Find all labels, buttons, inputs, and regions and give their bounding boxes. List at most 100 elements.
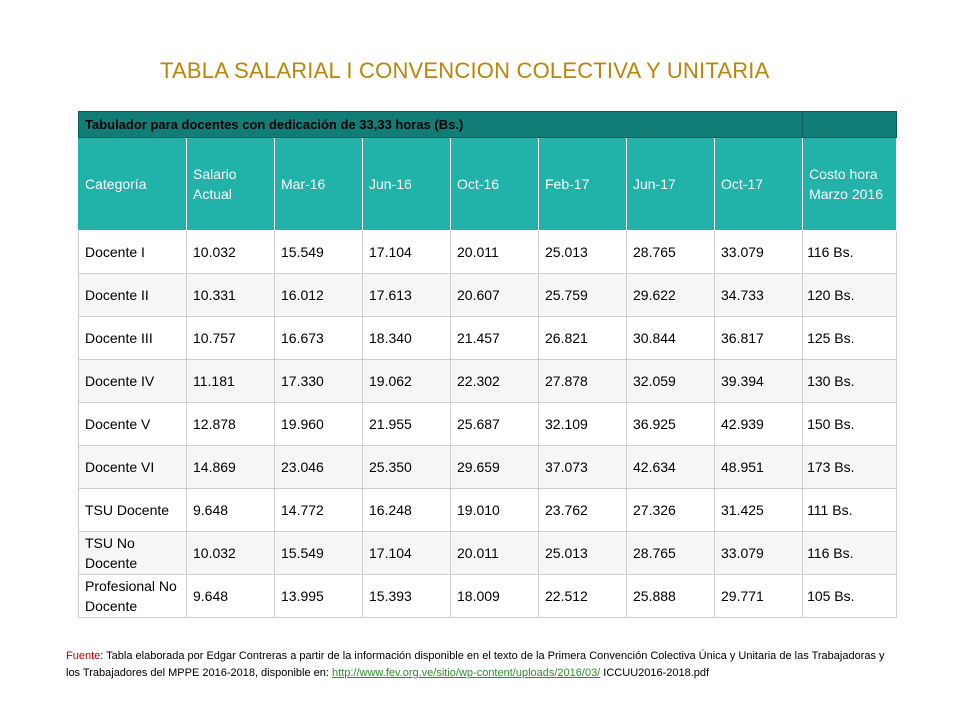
table-cell: 26.821 xyxy=(538,316,627,360)
table-cell: 9.648 xyxy=(186,574,275,618)
table-cell: 36.925 xyxy=(626,402,715,446)
column-header: Feb-17 xyxy=(538,137,627,231)
table-cell: 19.062 xyxy=(362,359,451,403)
table-cell: 31.425 xyxy=(713,488,804,532)
category-cell: Profesional No Docente xyxy=(78,574,187,618)
table-cell: 14.869 xyxy=(186,445,275,489)
table-cell: 19.010 xyxy=(450,488,539,532)
column-header: Costo hora Marzo 2016 xyxy=(802,137,898,231)
table-cell: 42.939 xyxy=(713,402,804,446)
source-text: : Tabla elaborada por Edgar Contreras a … xyxy=(66,650,885,679)
source-suffix: ICCUU2016-2018.pdf xyxy=(600,667,710,679)
table-cell: 130 Bs. xyxy=(802,359,898,403)
table-cell: 15.393 xyxy=(362,574,451,618)
table-cell: 105 Bs. xyxy=(802,574,898,618)
slide-title: TABLA SALARIAL I CONVENCION COLECTIVA Y … xyxy=(160,58,770,83)
table-cell: 111 Bs. xyxy=(802,488,898,532)
table-cell: 16.673 xyxy=(274,316,363,360)
column-header: Categoría xyxy=(78,137,187,231)
table-cell: 16.248 xyxy=(362,488,451,532)
source-label: Fuente xyxy=(66,650,101,662)
table-cell: 116 Bs. xyxy=(802,230,898,274)
table-cell: 21.457 xyxy=(450,316,539,360)
table-cell: 18.340 xyxy=(362,316,451,360)
table-cell: 19.960 xyxy=(274,402,363,446)
table-cell: 25.759 xyxy=(538,273,627,317)
table-cell: 29.771 xyxy=(713,574,804,618)
column-header: Mar-16 xyxy=(274,137,363,231)
table-cell: 20.011 xyxy=(450,230,539,274)
table-caption-row: Tabulador para docentes con dedicación d… xyxy=(77,111,898,138)
table-cell: 10.331 xyxy=(186,273,275,317)
table-cell: 33.079 xyxy=(713,230,804,274)
table-cell: 48.951 xyxy=(713,445,804,489)
category-cell: TSU Docente xyxy=(78,488,187,532)
table-cell: 36.817 xyxy=(713,316,804,360)
table-row: TSU No Docente 10.032 15.549 17.104 20.011 25… xyxy=(78,531,898,575)
table-cell: 150 Bs. xyxy=(802,402,898,446)
category-cell: TSU No Docente xyxy=(78,531,187,575)
table-cell: 18.009 xyxy=(450,574,539,618)
table-cell: 28.765 xyxy=(626,230,715,274)
table-cell: 10.757 xyxy=(186,316,275,360)
table-cell: 39.394 xyxy=(713,359,804,403)
table-cell: 11.181 xyxy=(186,359,275,403)
source-note: Fuente: Tabla elaborada por Edgar Contre… xyxy=(66,648,896,682)
table-cell: 22.302 xyxy=(450,359,539,403)
table-row: Docente VI 14.869 23.046 25.350 29.659 37.073… xyxy=(78,445,898,489)
table-caption: Tabulador para docentes con dedicación d… xyxy=(77,111,804,138)
table-cell: 16.012 xyxy=(274,273,363,317)
table-cell: 33.079 xyxy=(713,531,804,575)
table-cell: 37.073 xyxy=(538,445,627,489)
category-cell: Docente VI xyxy=(78,445,187,489)
table-cell: 32.059 xyxy=(626,359,715,403)
table-cell: 32.109 xyxy=(538,402,627,446)
table-cell: 125 Bs. xyxy=(802,316,898,360)
table-row: TSU Docente 9.648 14.772 16.248 19.010 23.762… xyxy=(78,488,898,532)
table-cell: 21.955 xyxy=(362,402,451,446)
table-cell: 9.648 xyxy=(186,488,275,532)
table-cell: 29.659 xyxy=(450,445,539,489)
table-cell: 25.013 xyxy=(538,230,627,274)
table-cell: 22.512 xyxy=(538,574,627,618)
column-header: Jun-17 xyxy=(626,137,715,231)
table-cell: 14.772 xyxy=(274,488,363,532)
table-cell: 17.330 xyxy=(274,359,363,403)
table-cell: 27.326 xyxy=(626,488,715,532)
table-cell: 17.104 xyxy=(362,531,451,575)
table-header-row: Categoría Salario Actual Mar-16 Jun-16 Oct-1… xyxy=(78,137,898,231)
category-cell: Docente III xyxy=(78,316,187,360)
table-cell: 116 Bs. xyxy=(802,531,898,575)
table-cell: 25.687 xyxy=(450,402,539,446)
table-cell: 29.622 xyxy=(626,273,715,317)
table-row: Profesional No Docente 9.648 13.995 15.393 1… xyxy=(78,574,898,618)
table-cell: 30.844 xyxy=(626,316,715,360)
table-cell: 25.888 xyxy=(626,574,715,618)
table-caption-empty-cell xyxy=(802,111,898,138)
table-row: Docente II 10.331 16.012 17.613 20.607 25.759… xyxy=(78,273,898,317)
table-cell: 34.733 xyxy=(713,273,804,317)
table-row: Docente III 10.757 16.673 18.340 21.457 26.82… xyxy=(78,316,898,360)
table-cell: 10.032 xyxy=(186,531,275,575)
table-cell: 42.634 xyxy=(626,445,715,489)
source-link[interactable]: http://www.fev.org.ve/sitio/wp-content/u… xyxy=(332,667,601,679)
table-cell: 23.762 xyxy=(538,488,627,532)
table-cell: 15.549 xyxy=(274,230,363,274)
table-cell: 173 Bs. xyxy=(802,445,898,489)
table-cell: 17.613 xyxy=(362,273,451,317)
table-cell: 10.032 xyxy=(186,230,275,274)
table-cell: 13.995 xyxy=(274,574,363,618)
column-header: Oct-16 xyxy=(450,137,539,231)
table-row: Docente IV 11.181 17.330 19.062 22.302 27.878… xyxy=(78,359,898,403)
table-cell: 20.607 xyxy=(450,273,539,317)
table-cell: 20.011 xyxy=(450,531,539,575)
table-cell: 27.878 xyxy=(538,359,627,403)
table-row: Docente I 10.032 15.549 17.104 20.011 25.013 2… xyxy=(78,230,898,274)
table-row: Docente V 12.878 19.960 21.955 25.687 32.109 3… xyxy=(78,402,898,446)
table-cell: 17.104 xyxy=(362,230,451,274)
table-cell: 120 Bs. xyxy=(802,273,898,317)
column-header: Jun-16 xyxy=(362,137,451,231)
table-cell: 23.046 xyxy=(274,445,363,489)
category-cell: Docente IV xyxy=(78,359,187,403)
table-cell: 15.549 xyxy=(274,531,363,575)
